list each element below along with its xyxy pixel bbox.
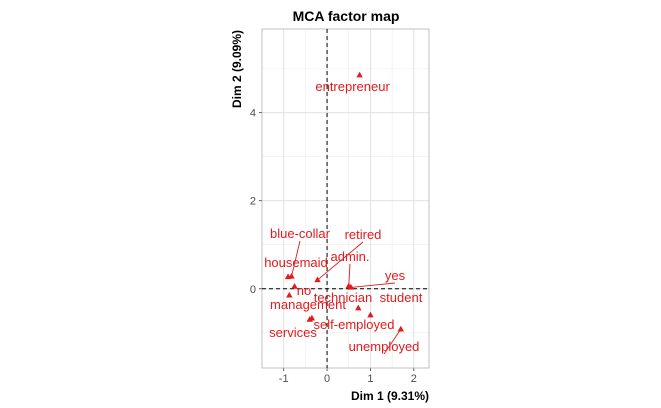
point-label-retired: retired [345,227,382,242]
point-label-blue-collar: blue-collar [270,226,331,241]
chart-marks: entrepreneur blue-collar retired admin. yes h… [264,71,423,355]
point-housemaid [284,273,292,280]
label-leader-blue-collar [291,240,301,277]
y-tick-label: 0 [250,284,256,296]
point-label-housemaid: housemaid [264,255,328,270]
point-label-management: management [270,297,346,312]
label-leader-admin [348,263,351,287]
point-label-unemployed: unemployed [349,339,420,354]
x-tick-label: 2 [411,373,417,385]
point-management [286,291,293,298]
point-label-entrepreneur: entrepreneur [315,79,390,94]
label-leader-unemployed [383,329,402,355]
point-label-services: services [269,325,317,340]
point-services [306,316,313,322]
y-tick-label: 4 [250,108,256,120]
point-label-self-employed: self-employed [314,317,395,332]
x-tick-label: 1 [367,373,373,385]
chart-title: MCA factor map [293,8,400,24]
point-label-no: no [297,283,311,298]
x-tick-label: 0 [324,373,330,385]
point-no [291,283,298,289]
plot-panel: -1 0 1 2 0 2 4 [250,28,430,385]
x-axis-title: Dim 1 (9.31%) [351,389,429,403]
plot-border [261,28,430,369]
point-label-technician: technician [314,290,373,305]
point-label-admin: admin. [330,249,369,264]
x-tick-label: -1 [279,373,289,385]
point-label-student: student [380,290,423,305]
y-tick-label: 2 [250,196,256,208]
point-retired [314,276,321,283]
point-unemployed [397,325,405,332]
point-yes [347,283,355,290]
point-label-yes: yes [385,268,406,283]
point-entrepreneur [356,71,363,78]
plot-background [262,29,429,368]
point-technician [355,304,362,311]
point-student [367,311,374,318]
label-leader-retired [317,241,364,281]
y-axis-title: Dim 2 (9.09%) [230,30,244,108]
label-leader-yes [350,282,396,288]
